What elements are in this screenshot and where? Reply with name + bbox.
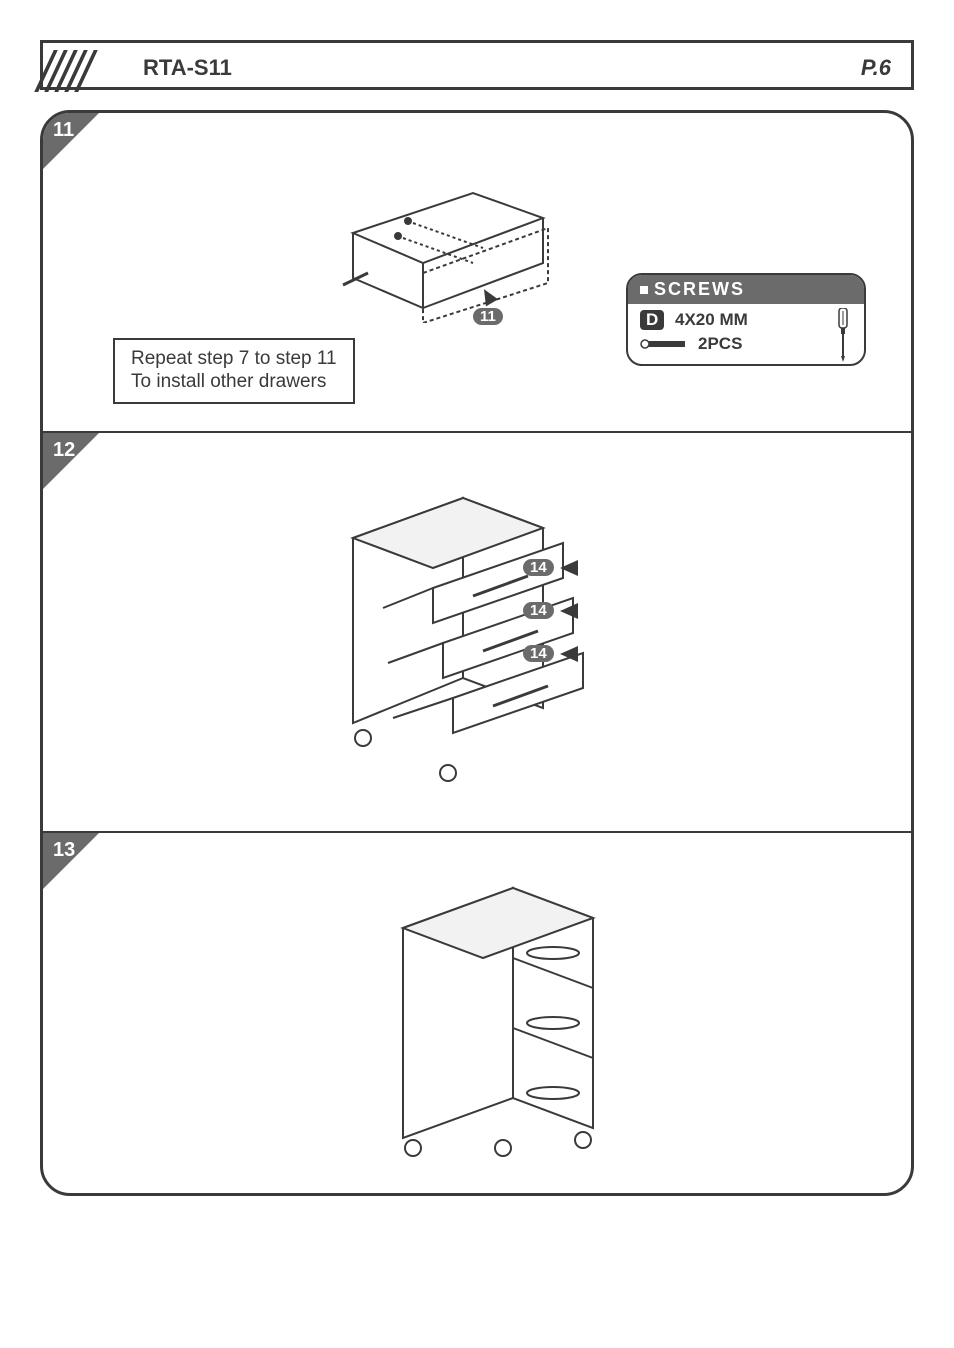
arrow-icon xyxy=(560,646,578,662)
cabinet-complete-figure xyxy=(373,868,633,1173)
hardware-title: SCREWS xyxy=(628,275,864,304)
part-callouts: 14 14 14 xyxy=(523,533,578,688)
screw-size: 4X20 MM xyxy=(675,310,748,329)
page-header: RTA-S11 P.6 xyxy=(40,40,914,90)
part-number: 14 xyxy=(523,602,554,619)
part-number: 11 xyxy=(473,308,503,325)
callout-row: 14 xyxy=(523,559,578,576)
note-line: Repeat step 7 to step 11 xyxy=(131,348,337,371)
step-number: 11 xyxy=(53,119,74,142)
screw-icon xyxy=(640,338,690,350)
callout-row: 14 xyxy=(523,645,578,662)
cabinet-open-figure xyxy=(313,478,633,803)
step-13-panel: 13 xyxy=(43,833,911,1193)
step-12-panel: 12 xyxy=(43,433,911,833)
drawer-assembly-figure xyxy=(333,173,563,328)
note-line: To install other drawers xyxy=(131,371,337,394)
hardware-body: D 4X20 MM 2PCS xyxy=(628,304,864,364)
step-11-panel: 11 11 Repeat xyxy=(43,113,911,433)
step-badge: 13 xyxy=(43,833,107,897)
hash-decoration xyxy=(38,50,88,92)
step-number: 12 xyxy=(53,439,75,462)
part-number: 14 xyxy=(523,645,554,662)
note-box: Repeat step 7 to step 11 To install othe… xyxy=(113,338,355,404)
page-number: P.6 xyxy=(861,55,891,81)
instruction-frame: 11 11 Repeat xyxy=(40,110,914,1196)
arrow-icon xyxy=(560,603,578,619)
hardware-box: SCREWS D 4X20 MM 2PCS xyxy=(626,273,866,366)
arrow-icon xyxy=(478,286,498,307)
step-badge: 11 xyxy=(43,113,107,177)
callout-row: 14 xyxy=(523,602,578,619)
step-badge: 12 xyxy=(43,433,107,497)
arrow-icon xyxy=(560,560,578,576)
part-callout-11: 11 xyxy=(473,288,503,325)
screwdriver-icon xyxy=(834,308,852,362)
model-code: RTA-S11 xyxy=(143,55,232,81)
screw-qty: 2PCS xyxy=(698,334,742,354)
part-number: 14 xyxy=(523,559,554,576)
step-number: 13 xyxy=(53,839,75,862)
part-tag: D xyxy=(640,310,664,330)
